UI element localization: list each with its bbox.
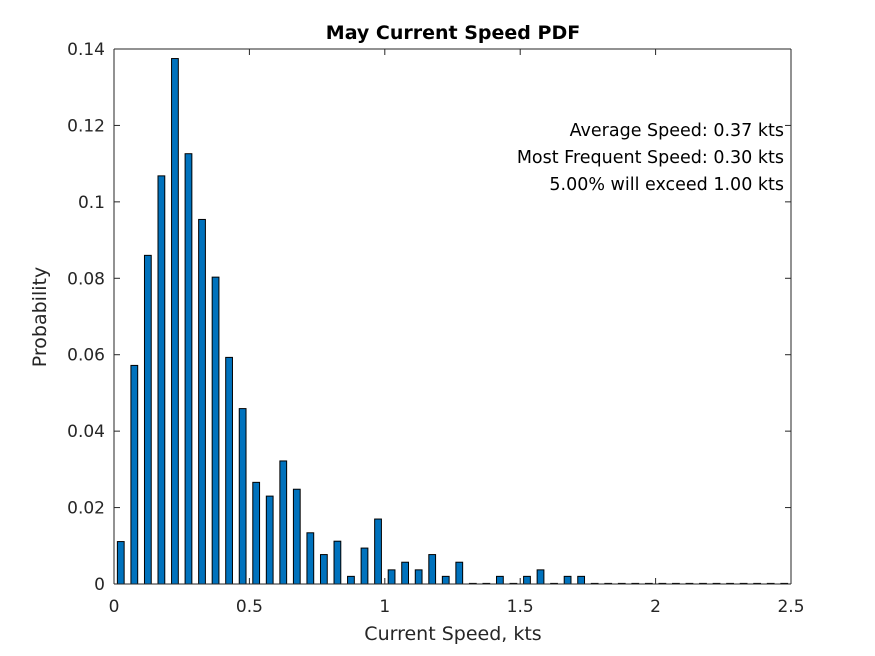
bar bbox=[211, 276, 220, 585]
annotation-exceedance: 5.00% will exceed 1.00 kts bbox=[549, 175, 784, 195]
x-tick-label: 2 bbox=[650, 597, 661, 617]
bar bbox=[374, 518, 382, 585]
bar bbox=[414, 569, 423, 585]
y-tick-label: 0.04 bbox=[67, 422, 105, 442]
bar bbox=[523, 575, 531, 585]
bar bbox=[401, 561, 410, 585]
annotation-average-speed: Average Speed: 0.37 kts bbox=[570, 121, 784, 141]
bar bbox=[279, 460, 288, 585]
bar bbox=[428, 554, 437, 585]
bar bbox=[130, 364, 139, 585]
bar bbox=[292, 488, 301, 585]
y-axis-label: Probability bbox=[29, 267, 51, 367]
bar bbox=[319, 554, 328, 585]
bar bbox=[184, 153, 193, 585]
bar bbox=[171, 58, 179, 585]
bar bbox=[265, 495, 274, 585]
bar bbox=[116, 541, 125, 585]
x-axis-label: Current Speed, kts bbox=[364, 623, 541, 645]
y-tick-label: 0.08 bbox=[67, 269, 105, 289]
bar bbox=[496, 575, 504, 585]
bar bbox=[577, 575, 586, 585]
annotation-box: Average Speed: 0.37 kts Most Frequent Sp… bbox=[517, 121, 784, 195]
bar bbox=[143, 254, 152, 585]
y-tick-label: 0.14 bbox=[67, 40, 105, 60]
bar bbox=[563, 575, 572, 585]
x-tick-label: 0.5 bbox=[236, 597, 263, 617]
y-tick-label: 0 bbox=[94, 575, 105, 595]
bar bbox=[333, 540, 342, 585]
y-ticks-group: 0 0.02 0.04 0.06 0.08 0.1 0.12 0.14 bbox=[67, 40, 791, 595]
bar bbox=[306, 532, 315, 585]
x-tick-label: 1 bbox=[379, 597, 390, 617]
bar bbox=[455, 561, 464, 585]
bar bbox=[387, 569, 396, 585]
x-tick-label: 0 bbox=[109, 597, 120, 617]
x-tick-label: 1.5 bbox=[507, 597, 534, 617]
bar bbox=[347, 575, 355, 585]
bar bbox=[441, 575, 450, 585]
axes-frame bbox=[113, 48, 792, 585]
y-tick-label: 0.1 bbox=[78, 193, 105, 213]
x-tick-label: 2.5 bbox=[777, 597, 804, 617]
y-tick-label: 0.06 bbox=[67, 346, 105, 366]
bar bbox=[252, 481, 261, 585]
chart-title: May Current Speed PDF bbox=[326, 22, 580, 44]
annotation-most-frequent-speed: Most Frequent Speed: 0.30 kts bbox=[517, 148, 784, 168]
bar bbox=[360, 547, 369, 585]
bar bbox=[198, 218, 206, 585]
y-tick-label: 0.02 bbox=[67, 499, 105, 519]
bar bbox=[157, 175, 166, 585]
x-ticks-group: 0 0.5 1 1.5 2 2.5 bbox=[109, 49, 805, 617]
bar bbox=[225, 356, 233, 585]
bar bbox=[238, 408, 247, 585]
y-tick-label: 0.12 bbox=[67, 116, 105, 136]
bar bbox=[536, 569, 545, 585]
